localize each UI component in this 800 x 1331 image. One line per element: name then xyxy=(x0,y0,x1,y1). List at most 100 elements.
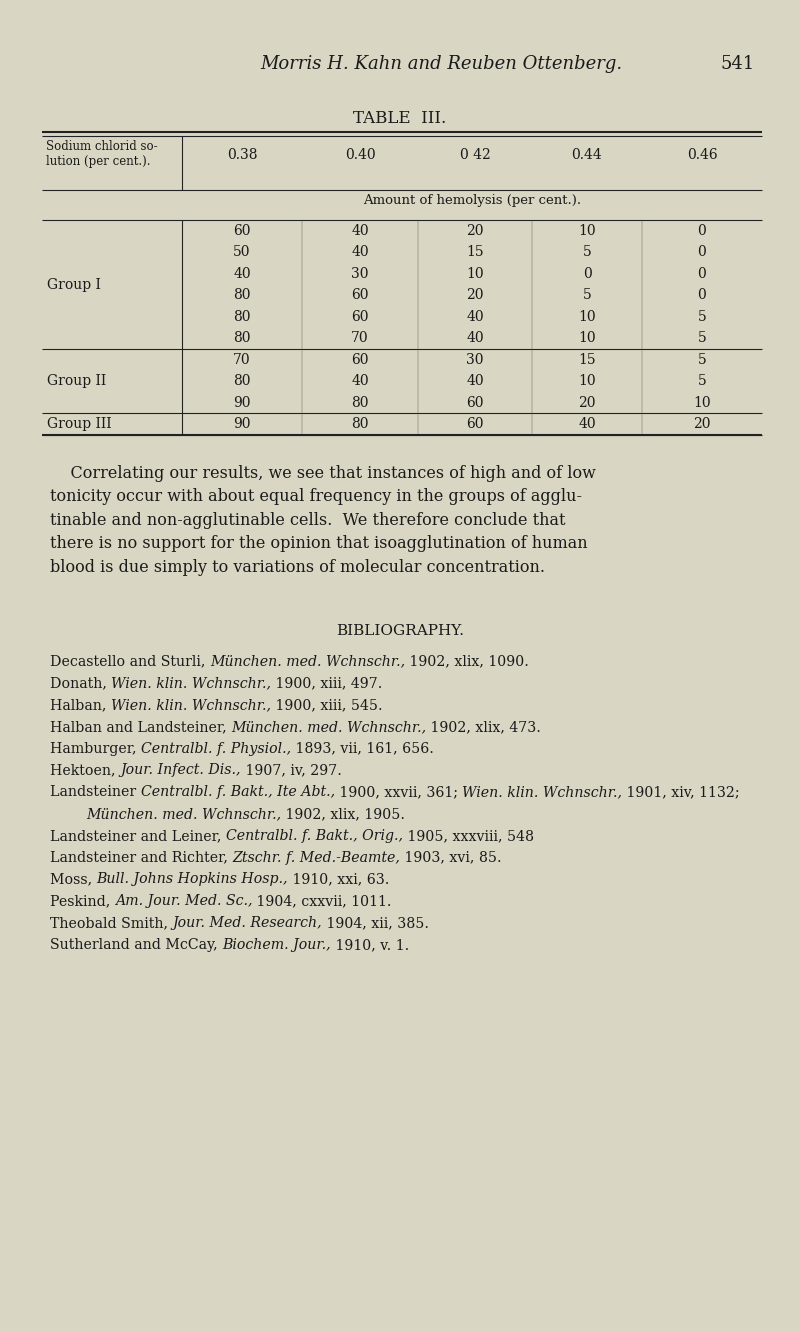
Text: Peskind,: Peskind, xyxy=(50,894,114,908)
Text: 20: 20 xyxy=(466,224,484,238)
Text: 40: 40 xyxy=(351,224,369,238)
Text: Sutherland and McCay,: Sutherland and McCay, xyxy=(50,938,222,952)
Text: Group I: Group I xyxy=(47,277,101,291)
Text: 10: 10 xyxy=(578,374,596,389)
Text: 70: 70 xyxy=(233,353,251,367)
Text: 40: 40 xyxy=(466,374,484,389)
Text: Moss,: Moss, xyxy=(50,873,97,886)
Text: 90: 90 xyxy=(234,395,250,410)
Text: 40: 40 xyxy=(578,417,596,431)
Text: 5: 5 xyxy=(698,353,706,367)
Text: Group III: Group III xyxy=(47,417,112,431)
Text: 0.40: 0.40 xyxy=(345,148,375,162)
Text: 60: 60 xyxy=(234,224,250,238)
Text: 80: 80 xyxy=(234,331,250,345)
Text: 10: 10 xyxy=(578,310,596,323)
Text: 40: 40 xyxy=(351,245,369,260)
Text: blood is due simply to variations of molecular concentration.: blood is due simply to variations of mol… xyxy=(50,559,545,576)
Text: Wien. klin. Wchnschr.,: Wien. klin. Wchnschr., xyxy=(111,676,271,691)
Text: 1902, xlix, 1090.: 1902, xlix, 1090. xyxy=(405,655,529,668)
Text: 80: 80 xyxy=(234,310,250,323)
Text: 20: 20 xyxy=(466,289,484,302)
Text: München. med. Wchnschr.,: München. med. Wchnschr., xyxy=(86,807,281,821)
Text: there is no support for the opinion that isoagglutination of human: there is no support for the opinion that… xyxy=(50,535,588,552)
Text: 0.44: 0.44 xyxy=(572,148,602,162)
Text: 50: 50 xyxy=(234,245,250,260)
Text: Donath,: Donath, xyxy=(50,676,111,691)
Text: Bull. Johns Hopkins Hosp.,: Bull. Johns Hopkins Hosp., xyxy=(97,873,288,886)
Text: Correlating our results, we see that instances of high and of low: Correlating our results, we see that ins… xyxy=(50,465,596,482)
Text: 40: 40 xyxy=(466,310,484,323)
Text: 1904, cxxvii, 1011.: 1904, cxxvii, 1011. xyxy=(252,894,392,908)
Text: tinable and non-agglutinable cells.  We therefore conclude that: tinable and non-agglutinable cells. We t… xyxy=(50,512,566,528)
Text: 60: 60 xyxy=(466,395,484,410)
Text: 10: 10 xyxy=(466,266,484,281)
Text: 0 42: 0 42 xyxy=(460,148,490,162)
Text: Jour. Med. Research,: Jour. Med. Research, xyxy=(173,916,322,930)
Text: 80: 80 xyxy=(351,395,369,410)
Text: 30: 30 xyxy=(466,353,484,367)
Text: 1901, xiv, 1132;: 1901, xiv, 1132; xyxy=(622,785,744,800)
Text: 10: 10 xyxy=(578,331,596,345)
Text: Centralbl. f. Bakt., Orig.,: Centralbl. f. Bakt., Orig., xyxy=(226,829,403,843)
Text: 60: 60 xyxy=(351,353,369,367)
Text: 90: 90 xyxy=(234,417,250,431)
Text: 541: 541 xyxy=(721,55,755,73)
Text: 60: 60 xyxy=(351,310,369,323)
Text: 1910, xxi, 63.: 1910, xxi, 63. xyxy=(288,873,390,886)
Text: 30: 30 xyxy=(351,266,369,281)
Text: 60: 60 xyxy=(351,289,369,302)
Text: BIBLIOGRAPHY.: BIBLIOGRAPHY. xyxy=(336,624,464,639)
Text: 0.46: 0.46 xyxy=(686,148,718,162)
Text: Centralbl. f. Physiol.,: Centralbl. f. Physiol., xyxy=(141,741,291,756)
Text: 1903, xvi, 85.: 1903, xvi, 85. xyxy=(400,851,502,865)
Text: 80: 80 xyxy=(234,374,250,389)
Text: 1907, iv, 297.: 1907, iv, 297. xyxy=(241,764,342,777)
Text: 1905, xxxviii, 548: 1905, xxxviii, 548 xyxy=(403,829,534,843)
Text: tonicity occur with about equal frequency in the groups of agglu-: tonicity occur with about equal frequenc… xyxy=(50,488,582,506)
Text: 0: 0 xyxy=(582,266,591,281)
Text: 0.38: 0.38 xyxy=(226,148,258,162)
Text: 40: 40 xyxy=(233,266,251,281)
Text: 40: 40 xyxy=(466,331,484,345)
Text: Am. Jour. Med. Sc.,: Am. Jour. Med. Sc., xyxy=(114,894,252,908)
Text: 70: 70 xyxy=(351,331,369,345)
Text: Hektoen,: Hektoen, xyxy=(50,764,120,777)
Text: München. med. Wchnschr.,: München. med. Wchnschr., xyxy=(210,655,405,668)
Text: Amount of hemolysis (per cent.).: Amount of hemolysis (per cent.). xyxy=(363,194,581,208)
Text: 5: 5 xyxy=(582,245,591,260)
Text: Landsteiner and Leiner,: Landsteiner and Leiner, xyxy=(50,829,226,843)
Text: Landsteiner and Richter,: Landsteiner and Richter, xyxy=(50,851,232,865)
Text: 15: 15 xyxy=(578,353,596,367)
Text: Biochem. Jour.,: Biochem. Jour., xyxy=(222,938,330,952)
Text: 1900, xiii, 497.: 1900, xiii, 497. xyxy=(271,676,382,691)
Text: 1900, xiii, 545.: 1900, xiii, 545. xyxy=(271,697,382,712)
Text: 5: 5 xyxy=(698,374,706,389)
Text: 15: 15 xyxy=(466,245,484,260)
Text: Morris H. Kahn and Reuben Ottenberg.: Morris H. Kahn and Reuben Ottenberg. xyxy=(260,55,622,73)
Text: 5: 5 xyxy=(582,289,591,302)
Text: Landsteiner: Landsteiner xyxy=(50,785,141,800)
Text: 5: 5 xyxy=(698,310,706,323)
Text: 0: 0 xyxy=(698,224,706,238)
Text: Halban,: Halban, xyxy=(50,697,111,712)
Text: 40: 40 xyxy=(351,374,369,389)
Text: 10: 10 xyxy=(578,224,596,238)
Text: 20: 20 xyxy=(578,395,596,410)
Text: Hamburger,: Hamburger, xyxy=(50,741,141,756)
Text: 1904, xii, 385.: 1904, xii, 385. xyxy=(322,916,429,930)
Text: Jour. Infect. Dis.,: Jour. Infect. Dis., xyxy=(120,764,241,777)
Text: 1900, xxvii, 361;: 1900, xxvii, 361; xyxy=(334,785,462,800)
Text: 0: 0 xyxy=(698,266,706,281)
Text: 80: 80 xyxy=(351,417,369,431)
Text: 1910, v. 1.: 1910, v. 1. xyxy=(330,938,409,952)
Text: Centralbl. f. Bakt., Ite Abt.,: Centralbl. f. Bakt., Ite Abt., xyxy=(141,785,334,800)
Text: Wien. klin. Wchnschr.,: Wien. klin. Wchnschr., xyxy=(462,785,622,800)
Text: TABLE  III.: TABLE III. xyxy=(354,110,446,126)
Text: 0: 0 xyxy=(698,245,706,260)
Text: Sodium chlorid so-
lution (per cent.).: Sodium chlorid so- lution (per cent.). xyxy=(46,140,158,168)
Text: 1902, xlix, 473.: 1902, xlix, 473. xyxy=(426,720,541,733)
Text: 80: 80 xyxy=(234,289,250,302)
Text: 20: 20 xyxy=(694,417,710,431)
Text: Decastello and Sturli,: Decastello and Sturli, xyxy=(50,655,210,668)
